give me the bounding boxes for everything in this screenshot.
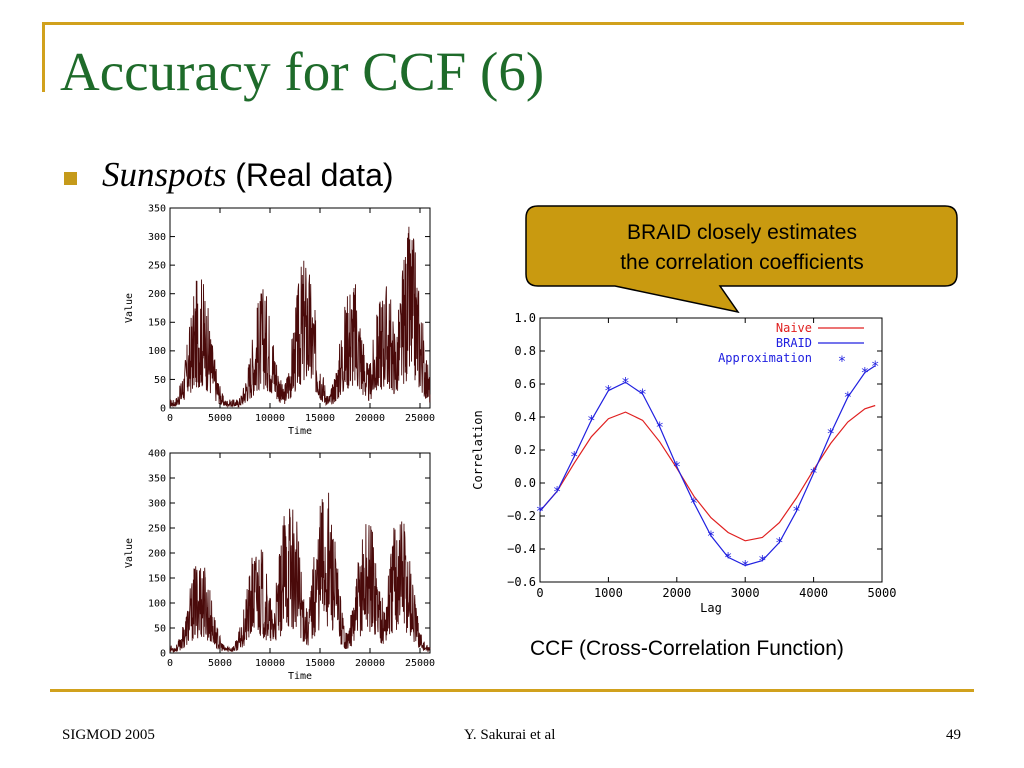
approximation-point: * bbox=[604, 384, 612, 400]
frame-left-rule bbox=[42, 22, 45, 92]
y-tick-label: −0.6 bbox=[507, 575, 536, 589]
x-tick-label: 25000 bbox=[405, 413, 435, 424]
approximation-point: * bbox=[758, 554, 766, 570]
legend-label: BRAID bbox=[776, 336, 812, 350]
y-tick-label: 350 bbox=[148, 203, 166, 214]
y-tick-label: 200 bbox=[148, 289, 166, 300]
frame-top-rule bbox=[42, 22, 964, 25]
x-tick-label: 0 bbox=[536, 586, 543, 600]
x-tick-label: 25000 bbox=[405, 658, 435, 669]
x-tick-label: 5000 bbox=[208, 413, 232, 424]
approximation-point: * bbox=[741, 559, 749, 575]
callout-line-2: the correlation coefficients bbox=[620, 251, 864, 274]
x-tick-label: 5000 bbox=[868, 586, 897, 600]
x-tick-label: 20000 bbox=[355, 658, 385, 669]
sunspot-chart-1: 0 5000 10000 15000 20000 25000 0 50 100 150 200 250… bbox=[124, 203, 435, 437]
callout-line-1: BRAID closely estimates bbox=[627, 221, 857, 244]
y-tick-label: 200 bbox=[148, 548, 166, 559]
x-axis-label: Lag bbox=[700, 601, 722, 615]
y-axis-label: Correlation bbox=[471, 410, 485, 489]
approximation-point: * bbox=[638, 387, 646, 403]
approximation-point: * bbox=[826, 427, 834, 443]
approximation-point: * bbox=[809, 466, 817, 482]
footer-conference: SIGMOD 2005 bbox=[62, 727, 155, 743]
y-axis-label: Value bbox=[124, 538, 135, 568]
x-tick-label: 0 bbox=[167, 658, 173, 669]
ccf-chart: 0 1000 2000 3000 4000 5000 1.0 0.8 0.6 0.4 0.2 0.0 −… bbox=[471, 311, 897, 615]
y-tick-label: 0.0 bbox=[514, 476, 536, 490]
x-axis-label: Time bbox=[288, 426, 312, 437]
y-tick-label: 350 bbox=[148, 473, 166, 484]
y-tick-label: 0.2 bbox=[514, 443, 536, 457]
y-axis-label: Value bbox=[124, 293, 135, 323]
approximation-point: * bbox=[871, 359, 879, 375]
y-tick-label: 300 bbox=[148, 498, 166, 509]
y-tick-label: 0 bbox=[160, 648, 166, 659]
approximation-point: * bbox=[690, 496, 698, 512]
legend-marker: * bbox=[838, 354, 846, 370]
y-tick-label: −0.2 bbox=[507, 509, 536, 523]
legend-label: Naive bbox=[776, 321, 812, 335]
approximation-point: * bbox=[570, 450, 578, 466]
x-tick-label: 15000 bbox=[305, 413, 335, 424]
approximation-point: * bbox=[707, 529, 715, 545]
x-tick-label: 10000 bbox=[255, 658, 285, 669]
y-tick-label: 100 bbox=[148, 346, 166, 357]
x-tick-label: 0 bbox=[167, 413, 173, 424]
approximation-point: * bbox=[724, 550, 732, 566]
x-axis-label: Time bbox=[288, 671, 312, 682]
bullet-rest-text: (Real data) bbox=[235, 157, 394, 193]
ccf-caption: CCF (Cross-Correlation Function) bbox=[530, 637, 844, 660]
x-tick-label: 5000 bbox=[208, 658, 232, 669]
approximation-point: * bbox=[673, 460, 681, 476]
approximation-point: * bbox=[587, 413, 595, 429]
y-tick-label: 150 bbox=[148, 318, 166, 329]
y-tick-label: 1.0 bbox=[514, 311, 536, 325]
x-tick-label: 2000 bbox=[662, 586, 691, 600]
footer-page-number: 49 bbox=[946, 727, 961, 743]
y-tick-label: 300 bbox=[148, 232, 166, 243]
approximation-point: * bbox=[861, 365, 869, 381]
x-tick-label: 15000 bbox=[305, 658, 335, 669]
legend-label: Approximation bbox=[718, 351, 812, 365]
series-line-braid bbox=[539, 365, 876, 567]
y-tick-label: 150 bbox=[148, 573, 166, 584]
approximation-point: * bbox=[775, 535, 783, 551]
bullet-square-icon bbox=[64, 172, 77, 185]
y-tick-label: 0.6 bbox=[514, 377, 536, 391]
bullet-text: Sunspots (Real data) bbox=[102, 155, 394, 195]
slide-title: Accuracy for CCF (6) bbox=[60, 41, 545, 102]
y-tick-label: 0 bbox=[160, 403, 166, 414]
plot-frame bbox=[169, 207, 431, 409]
approximation-point: * bbox=[655, 420, 663, 436]
bullet-italic-text: Sunspots bbox=[102, 155, 227, 194]
y-tick-label: 250 bbox=[148, 523, 166, 534]
x-tick-label: 3000 bbox=[731, 586, 760, 600]
approximation-point: * bbox=[844, 390, 852, 406]
y-tick-label: 0.8 bbox=[514, 344, 536, 358]
y-tick-label: 50 bbox=[154, 623, 166, 634]
footer-authors: Y. Sakurai et al bbox=[464, 727, 556, 743]
sunspot-chart-2: 0 5000 10000 15000 20000 25000 0 50 100 150 200 250… bbox=[124, 448, 435, 682]
approximation-point: * bbox=[792, 504, 800, 520]
series-line-naive bbox=[539, 404, 876, 542]
sunspot-series-line bbox=[169, 492, 431, 653]
y-tick-label: 50 bbox=[154, 375, 166, 386]
approximation-point: * bbox=[621, 375, 629, 391]
callout-bubble bbox=[525, 205, 958, 314]
y-tick-label: 0.4 bbox=[514, 410, 536, 424]
callout-text: BRAID closely estimates the correlation … bbox=[530, 218, 954, 278]
x-tick-label: 20000 bbox=[355, 413, 385, 424]
sunspot-series-line bbox=[169, 226, 431, 409]
y-tick-label: 100 bbox=[148, 598, 166, 609]
x-tick-label: 4000 bbox=[799, 586, 828, 600]
footer-rule bbox=[50, 689, 974, 692]
x-tick-label: 10000 bbox=[255, 413, 285, 424]
x-tick-label: 1000 bbox=[594, 586, 623, 600]
approximation-point: * bbox=[553, 484, 561, 500]
y-tick-label: 250 bbox=[148, 260, 166, 271]
y-tick-label: 400 bbox=[148, 448, 166, 459]
approximation-point: * bbox=[536, 504, 544, 520]
y-tick-label: −0.4 bbox=[507, 542, 536, 556]
